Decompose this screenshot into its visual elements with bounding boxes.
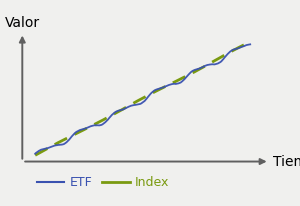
- Text: Tiempo: Tiempo: [273, 154, 300, 169]
- Legend: ETF, Index: ETF, Index: [32, 171, 174, 194]
- Text: Valor: Valor: [5, 16, 40, 30]
